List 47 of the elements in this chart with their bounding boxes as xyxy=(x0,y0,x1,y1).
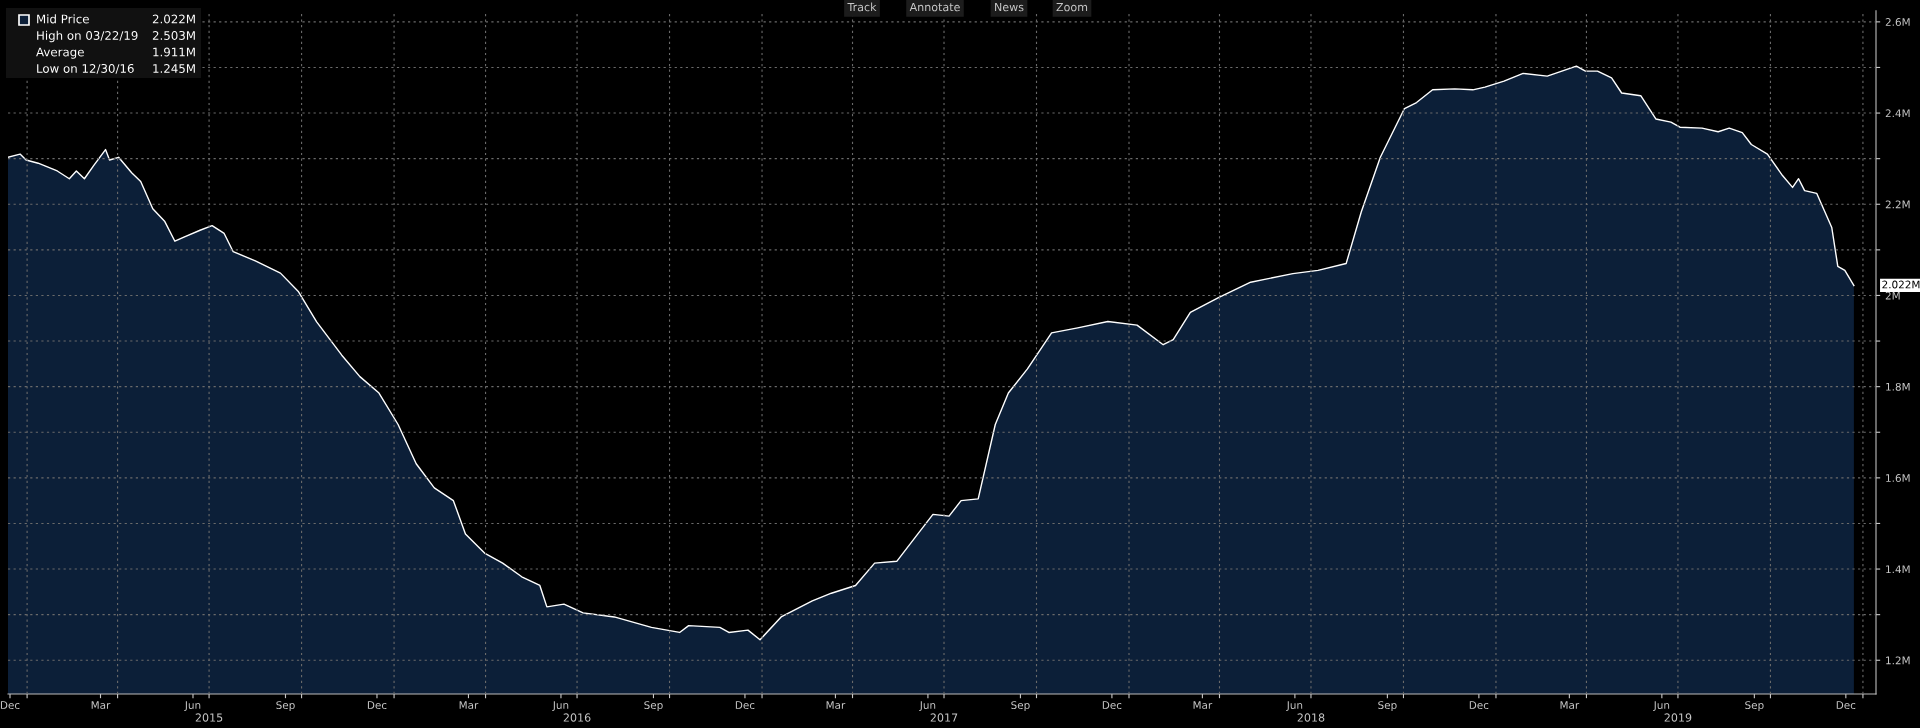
x-tick-label: Dec xyxy=(1836,701,1856,710)
x-tick-label: Dec xyxy=(367,701,387,710)
y-tick-label: 2.2M xyxy=(1885,200,1910,209)
annotation: 2.503M xyxy=(152,31,195,40)
x-tick-label: Sep xyxy=(276,701,295,712)
x-tick-label: Sep xyxy=(644,701,663,712)
y-tick-label: 2.4M xyxy=(1885,109,1910,118)
x-tick-label: Mar xyxy=(459,701,479,710)
x2-tick-label: 2015 xyxy=(195,713,223,722)
x-tick-label: Dec xyxy=(1102,701,1122,710)
x-tick-label: Mar xyxy=(1560,701,1580,710)
y-tick-label: 1.2M xyxy=(1886,656,1910,665)
annotation: Zoom xyxy=(1056,2,1088,12)
x-tick-label: Jun xyxy=(1286,701,1303,711)
x2-tick-label: 2017 xyxy=(930,713,958,722)
x2-tick-label: 2019 xyxy=(1664,713,1692,722)
x-tick-label: Sep xyxy=(1745,701,1764,712)
annotation: Average xyxy=(36,47,84,59)
x-tick-label: Mar xyxy=(91,701,111,710)
y-tick-label: 2.6M xyxy=(1885,18,1910,26)
legend-label: Mid Price xyxy=(37,14,89,24)
y-tick-label: 2M xyxy=(1885,291,1900,300)
x-tick-label: Dec xyxy=(1469,701,1489,710)
annotation: High on 03/22/19 xyxy=(37,30,138,43)
annotation: 1.245M xyxy=(153,64,195,73)
annotation: 1.911M xyxy=(153,47,195,57)
y-tick-label: 1.6M xyxy=(1886,474,1910,482)
x-tick-label: Dec xyxy=(735,701,755,710)
annotation: 2.022M xyxy=(1882,280,1920,289)
annotation: Annotate xyxy=(909,2,960,12)
x-tick-label: Jun xyxy=(1653,701,1670,711)
x-tick-label: Sep xyxy=(1378,701,1397,712)
annotation: Track xyxy=(847,2,877,12)
annotation: Low on 12/30/16 xyxy=(37,64,134,74)
annotation: 2.022M xyxy=(152,14,195,24)
x2-tick-label: 2016 xyxy=(563,713,591,722)
x-tick-label: Jun xyxy=(184,701,201,711)
y-tick-label: 1.4M xyxy=(1886,565,1910,574)
x-tick-label: Mar xyxy=(826,701,846,710)
annotation: News xyxy=(995,2,1024,12)
x-tick-label: Jun xyxy=(552,701,569,711)
x-tick-label: Jun xyxy=(919,701,936,711)
x-tick-label: Sep xyxy=(1011,701,1030,712)
x-tick-label: Mar xyxy=(1193,701,1213,710)
x2-tick-label: 2018 xyxy=(1297,713,1325,722)
x-tick-label: Dec xyxy=(0,701,20,710)
y-tick-label: 1.8M xyxy=(1886,382,1910,391)
